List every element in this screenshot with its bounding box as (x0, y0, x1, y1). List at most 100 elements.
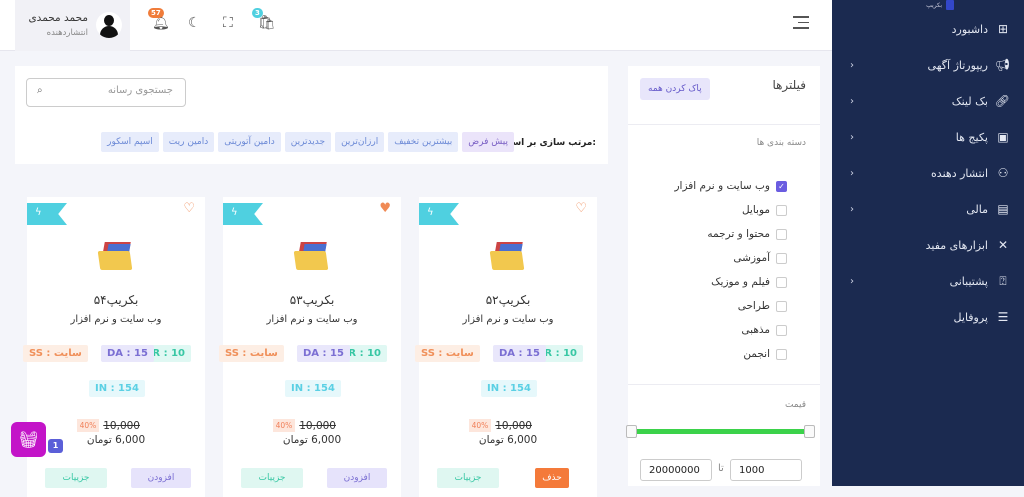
price-min-input[interactable] (730, 459, 802, 481)
sort-option[interactable]: ارزان‌ترین (335, 132, 385, 152)
checkbox[interactable] (776, 348, 787, 360)
shopping-bag-icon[interactable]: 🛍︎ (258, 15, 276, 31)
price-max-input[interactable] (640, 459, 712, 481)
details-button[interactable]: جزییات (437, 468, 499, 488)
sort-option[interactable]: دامین ریت (162, 132, 215, 152)
logo-text: بکریپ (926, 1, 942, 9)
sidebar-item[interactable]: ▤ مالی ‹ (832, 194, 1024, 224)
sidebar: بکریپ ⊞ داشبورد 📢︎ ریپورتاژ آگهی ‹ 🔗︎ بک لینک ‹… (832, 0, 1024, 486)
da-tag: DA : 15 (101, 345, 154, 362)
old-price: 10,000 (103, 419, 140, 432)
product-card: ϟ ♡ بکریپ۵۴ وب سایت و نرم افزار DR : 10 … (23, 197, 205, 497)
ss-tag: SS : سایت (415, 345, 480, 362)
product-card: ϟ ♡ بکریپ۵۲ وب سایت و نرم افزار DR : 10 … (415, 197, 597, 497)
search-input[interactable]: جستجوی رسانه ⌕ (26, 78, 186, 107)
sidebar-item-label: ریپورتاژ آگهی (927, 58, 988, 72)
checkbox[interactable] (776, 276, 787, 288)
category-checkbox[interactable]: ✓ وب سایت و نرم افزار (674, 180, 787, 192)
details-button[interactable]: جزییات (45, 468, 107, 488)
basket-icon: 🧺︎ (18, 430, 39, 449)
price: 6,000 تومان (282, 434, 342, 446)
cart-fab-button[interactable]: 🧺︎ (11, 422, 46, 457)
tools-icon: ✕ (997, 238, 1009, 252)
avatar (96, 12, 122, 38)
category-checkbox[interactable]: انجمن (743, 348, 787, 360)
add-button[interactable]: افزودن (131, 468, 191, 488)
sidebar-item[interactable]: ▣ پکیج ها ‹ (832, 122, 1024, 152)
category-checkbox[interactable]: مذهبی (741, 324, 787, 336)
price: 6,000 تومان (86, 434, 146, 446)
category-checkbox[interactable]: طراحی (738, 300, 787, 312)
logo-mark-icon (946, 0, 954, 10)
search-icon: ⌕ (37, 85, 43, 96)
checkbox[interactable] (776, 324, 787, 336)
sidebar-item[interactable]: 📢︎ ریپورتاژ آگهی ‹ (832, 50, 1024, 80)
sidebar-item[interactable]: ☰ پروفایل (832, 302, 1024, 332)
product-category: وب سایت و نرم افزار (70, 314, 162, 325)
in-tag: IN : 154 (285, 380, 341, 397)
product-category: وب سایت و نرم افزار (462, 314, 554, 325)
divider (628, 124, 820, 125)
sidebar-item[interactable]: ⍰ پشتیبانی ‹ (832, 266, 1024, 296)
product-title: بکریپ۵۳ (289, 293, 335, 307)
cart-count-badge: 1 (48, 439, 63, 453)
price-slider-min-handle[interactable] (626, 425, 637, 438)
checkbox[interactable] (776, 252, 787, 264)
chevron-left-icon: ‹ (850, 95, 854, 107)
divider (628, 384, 820, 385)
heart-icon[interactable]: ♡ (575, 201, 587, 216)
sidebar-item[interactable]: ✕ ابزارهای مفید (832, 230, 1024, 260)
category-checkbox[interactable]: آموزشی (733, 252, 787, 264)
category-label: مذهبی (741, 324, 770, 336)
logo[interactable]: بکریپ (902, 0, 954, 10)
checkbox[interactable]: ✓ (776, 180, 787, 192)
sidebar-item[interactable]: 🔗︎ بک لینک ‹ (832, 86, 1024, 116)
moon-icon[interactable]: ☾ (188, 15, 201, 31)
category-label: وب سایت و نرم افزار (674, 180, 770, 192)
lightning-ribbon-icon: ϟ (27, 203, 67, 225)
da-tag: DA : 15 (493, 345, 546, 362)
sidebar-item[interactable]: ⊞ داشبورد (832, 14, 1024, 44)
bell-icon[interactable]: 🔔︎ (152, 15, 170, 31)
sort-option[interactable]: بیشترین تخفیف (388, 132, 459, 152)
product-title: بکریپ۵۲ (485, 293, 531, 307)
chevron-left-icon: ‹ (850, 203, 854, 215)
category-checkbox[interactable]: موبایل (742, 204, 787, 216)
chevron-left-icon: ‹ (850, 167, 854, 179)
heart-icon[interactable]: ♡ (183, 201, 195, 216)
checkbox[interactable] (776, 300, 787, 312)
category-label: محتوا و ترجمه (707, 228, 770, 240)
user-menu[interactable]: محمد محمدی انتشاردهنده (15, 0, 130, 51)
in-tag: IN : 154 (481, 380, 537, 397)
sort-option[interactable]: اسپم اسکور (101, 132, 159, 152)
menu-toggle-icon[interactable] (793, 16, 809, 33)
details-button[interactable]: جزییات (241, 468, 303, 488)
category-checkbox[interactable]: محتوا و ترجمه (707, 228, 787, 240)
category-label: طراحی (737, 300, 770, 312)
categories-label: دسته بندی ها (756, 138, 806, 148)
cart-badge: 3 (252, 8, 263, 18)
sidebar-item-label: پروفایل (953, 310, 988, 324)
sort-label: مرتب سازی بر اساس: (496, 138, 596, 148)
add-button[interactable]: افزودن (327, 468, 387, 488)
da-tag: DA : 15 (297, 345, 350, 362)
folder-image (489, 242, 525, 270)
discount-badge: 40% (272, 419, 296, 432)
fullscreen-icon[interactable]: ⛶ (223, 15, 233, 31)
clear-all-button[interactable]: پاک کردن همه (640, 78, 710, 100)
sidebar-item-label: پشتیبانی (949, 274, 988, 288)
heart-icon[interactable]: ♥ (379, 201, 391, 216)
sort-option[interactable]: جدیدترین (284, 132, 332, 152)
checkbox[interactable] (776, 204, 787, 216)
package-icon: ▣ (997, 130, 1009, 144)
sort-option[interactable]: پیش فرض (462, 132, 514, 152)
sidebar-item[interactable]: ⚇ انتشار دهنده ‹ (832, 158, 1024, 188)
folder-image (97, 242, 133, 270)
remove-button[interactable]: حذف (535, 468, 569, 488)
checkbox[interactable] (776, 228, 787, 240)
price-slider-track[interactable] (632, 429, 810, 434)
category-label: فیلم و موزیک (711, 276, 770, 288)
sort-option[interactable]: دامین آتوریتی (218, 132, 281, 152)
price-slider-max-handle[interactable] (804, 425, 815, 438)
category-checkbox[interactable]: فیلم و موزیک (711, 276, 787, 288)
